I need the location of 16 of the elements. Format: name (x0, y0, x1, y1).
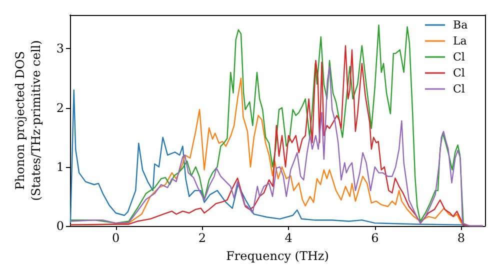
legend-label: Cl (453, 50, 466, 64)
x-tick-label: 0 (112, 231, 120, 245)
y-tick-label: 2 (56, 100, 64, 115)
y-tick-label: 0 (56, 219, 64, 233)
legend-label: Ba (453, 18, 468, 32)
x-tick-label: 6 (371, 231, 379, 245)
legend-label: La (453, 34, 468, 48)
x-tick-label: 4 (284, 231, 293, 245)
x-axis-title: Frequency (THz) (226, 249, 329, 263)
legend-label: Cl (453, 82, 466, 96)
legend-label: Cl (453, 66, 466, 80)
y-axis-title: Phonon projected DOS (States/THz·primitive cell) (13, 40, 43, 201)
x-tick-label: 2 (198, 231, 206, 245)
y-tick-label: 3 (56, 42, 64, 56)
x-tick-label: 8 (457, 231, 466, 245)
y-tick-label: 1 (56, 160, 64, 174)
